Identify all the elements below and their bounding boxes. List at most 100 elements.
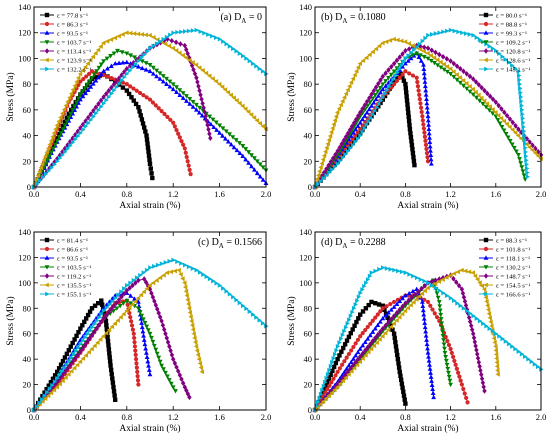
data-point — [401, 393, 407, 398]
data-point — [319, 161, 324, 166]
data-point — [122, 286, 127, 291]
data-point — [438, 65, 444, 70]
data-point — [429, 378, 434, 383]
data-point — [205, 122, 210, 128]
data-point — [189, 318, 194, 324]
data-point — [107, 302, 112, 307]
data-point — [244, 306, 249, 312]
data-point — [374, 340, 379, 346]
data-point — [452, 298, 457, 304]
data-point — [463, 302, 469, 309]
data-point — [383, 83, 389, 88]
data-point — [360, 106, 365, 112]
data-point — [249, 153, 254, 158]
data-point — [460, 290, 466, 297]
data-point — [414, 275, 420, 281]
data-point — [49, 162, 55, 168]
data-point — [185, 297, 190, 303]
legend: ε = 77.8 s⁻¹ε = 86.3 s⁻¹ε = 93.5 s⁻¹ε = … — [40, 12, 91, 73]
data-point — [62, 365, 67, 371]
data-point — [160, 78, 166, 84]
data-point — [325, 141, 330, 147]
data-point — [522, 133, 527, 138]
data-point — [48, 390, 54, 396]
data-point — [422, 130, 427, 135]
data-point — [422, 288, 427, 294]
data-point — [385, 87, 390, 93]
data-point — [260, 165, 266, 170]
data-point — [119, 50, 125, 55]
data-point — [424, 341, 430, 347]
data-point — [58, 362, 64, 367]
data-point — [516, 126, 521, 132]
data-point — [357, 359, 362, 365]
data-point — [487, 315, 492, 321]
data-point — [196, 356, 202, 362]
data-point — [465, 400, 470, 405]
data-point — [47, 386, 53, 392]
x-tick-label: 0.8 — [121, 189, 132, 199]
data-point — [423, 35, 428, 41]
legend-label: ε = 86.3 s⁻¹ — [57, 21, 88, 28]
data-point — [421, 66, 427, 71]
data-point — [437, 30, 442, 36]
data-point — [193, 62, 199, 68]
legend-entry-6: ε = 154.5 s⁻¹ — [479, 282, 530, 289]
data-point — [373, 84, 379, 91]
data-point — [440, 334, 446, 339]
data-point — [506, 60, 512, 65]
data-point — [320, 157, 326, 162]
data-point — [469, 326, 475, 333]
data-point — [117, 81, 122, 87]
data-point — [452, 358, 457, 363]
data-point — [144, 133, 149, 138]
data-point — [150, 71, 156, 76]
data-point — [73, 136, 78, 142]
data-point — [480, 101, 486, 107]
data-point — [194, 102, 199, 108]
data-point — [384, 266, 390, 271]
data-point — [363, 352, 368, 358]
data-point — [240, 144, 246, 149]
data-point — [525, 174, 531, 180]
data-point — [391, 77, 396, 82]
data-point — [173, 48, 179, 53]
data-point — [353, 341, 358, 346]
data-point — [439, 325, 445, 330]
data-point — [119, 78, 125, 83]
data-point — [521, 124, 526, 130]
data-point — [131, 98, 136, 103]
data-point — [346, 136, 352, 142]
x-tick-label: 1.6 — [214, 189, 225, 199]
data-point — [149, 290, 154, 296]
data-point — [386, 319, 391, 326]
data-point — [366, 106, 372, 112]
data-point — [125, 283, 130, 288]
legend-label: ε = 93.5 s⁻¹ — [57, 30, 88, 37]
data-point — [66, 372, 71, 377]
data-point — [452, 28, 457, 34]
data-point — [72, 365, 77, 371]
data-point — [45, 158, 50, 163]
data-point — [207, 276, 213, 282]
data-point — [368, 346, 374, 352]
data-point — [131, 86, 136, 91]
data-point — [497, 121, 503, 126]
data-point — [369, 299, 374, 305]
data-point — [344, 366, 350, 371]
data-point — [373, 315, 378, 320]
data-point — [503, 57, 509, 62]
data-point — [43, 171, 49, 177]
data-point — [474, 35, 480, 40]
data-point — [340, 98, 345, 104]
data-point — [257, 174, 263, 179]
data-point — [411, 273, 416, 279]
data-point — [199, 113, 205, 118]
data-point — [170, 45, 175, 51]
data-point — [426, 358, 432, 363]
data-point — [327, 133, 333, 139]
data-point — [426, 126, 432, 132]
data-point — [380, 82, 386, 87]
data-point — [440, 53, 446, 60]
data-point — [486, 108, 492, 113]
